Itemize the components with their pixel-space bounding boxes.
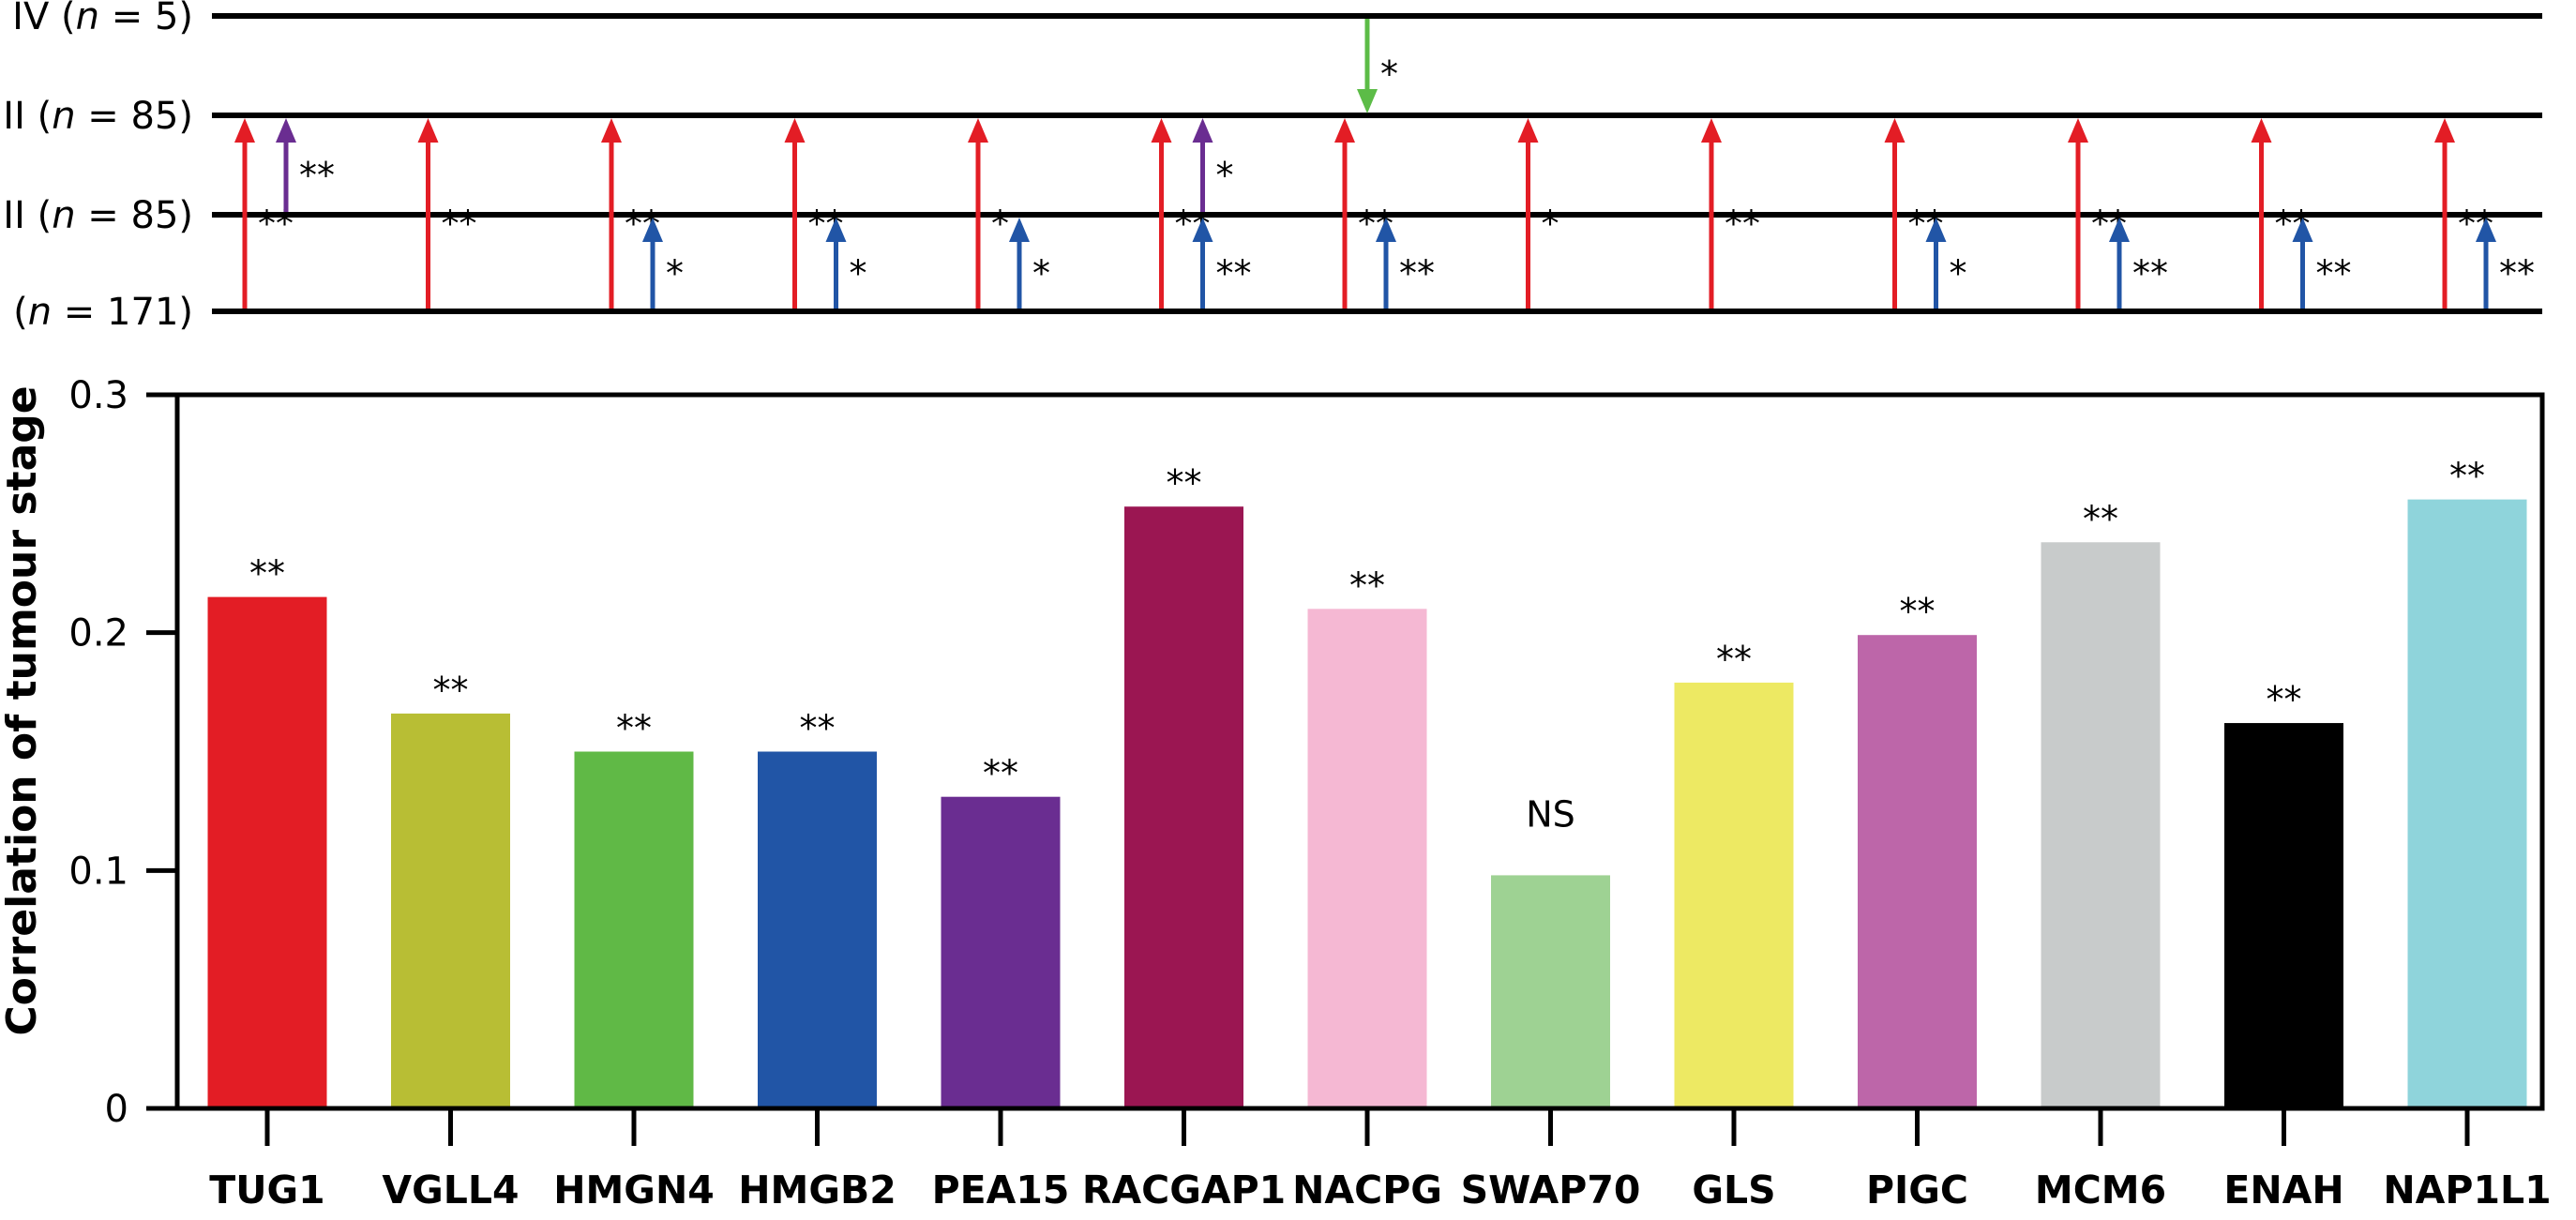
arrow-significance: ** — [1216, 253, 1252, 294]
stage-label: IV (n = 5) — [12, 0, 193, 38]
stage-label: I (n = 171) — [0, 291, 193, 334]
stage-arrow-mcm6: ** — [2109, 218, 2168, 309]
stage-arrow-swap70: * — [1517, 118, 1559, 309]
stage-arrow-pea15: * — [1009, 218, 1050, 309]
stage-arrow-gls: ** — [1701, 118, 1760, 309]
stage-arrow-racgap1: * — [1192, 118, 1234, 212]
arrow-significance: * — [850, 253, 867, 294]
stage-arrow-hmgn4: ** — [601, 118, 660, 309]
x-tick-label-mcm6: MCM6 — [2035, 1167, 2166, 1212]
x-tick-label-racgap1: RACGAP1 — [1082, 1167, 1286, 1212]
significance-tug1: ** — [249, 553, 285, 595]
bar-mcm6 — [2041, 542, 2161, 1108]
x-tick-label-vgll4: VGLL4 — [382, 1167, 519, 1212]
significance-mcm6: ** — [2083, 498, 2118, 539]
stage-arrows: ****** ******************* ** *************… — [234, 19, 2535, 309]
x-tick-label-pea15: PEA15 — [932, 1167, 1070, 1212]
significance-vgll4: ** — [433, 670, 469, 711]
x-tick-label-pigc: PIGC — [1866, 1167, 1968, 1212]
bars — [207, 499, 2527, 1108]
stage-arrow-hmgn4: * — [642, 218, 684, 309]
bar-nap1l1 — [2407, 499, 2527, 1108]
significance-pigc: ** — [1900, 591, 1936, 632]
stage-progression-panel: IV (n = 5) III (n = 85) II (n = 85) I (n = … — [0, 0, 2542, 334]
stage-arrow-enah: ** — [2292, 218, 2352, 309]
significance-racgap1: ** — [1167, 462, 1202, 504]
stage-arrow-nacpg: ** — [1376, 218, 1435, 309]
bar-swap70 — [1491, 875, 1610, 1108]
stage-lines — [212, 13, 2542, 314]
x-tick-label-hmgb2: HMGB2 — [738, 1167, 896, 1212]
stage-label: III (n = 85) — [0, 95, 193, 138]
stage-arrow-pigc: * — [1925, 218, 1967, 309]
y-axis: 0 0.1 0.2 0.3 — [68, 374, 177, 1131]
x-tick-label-hmgn4: HMGN4 — [553, 1167, 715, 1212]
significance-hmgb2: ** — [800, 708, 836, 749]
x-tick-label-tug1: TUG1 — [209, 1167, 324, 1212]
bar-gls — [1674, 682, 1794, 1108]
bar-nacpg — [1307, 609, 1427, 1108]
bar-pea15 — [941, 796, 1061, 1108]
stage-arrow-tug1: ** — [276, 118, 335, 212]
arrow-significance: ** — [1399, 253, 1435, 294]
bar-vgll4 — [391, 713, 510, 1108]
bar-hmgn4 — [574, 751, 694, 1108]
significance-nacpg: ** — [1349, 565, 1385, 606]
stage-labels: IV (n = 5) III (n = 85) II (n = 85) I (n = … — [0, 0, 193, 334]
stage-arrow-vgll4: ** — [417, 118, 477, 309]
arrow-significance: * — [1380, 53, 1398, 95]
stage-arrow-racgap1: ** — [1192, 218, 1252, 309]
arrow-significance: * — [1542, 203, 1559, 245]
arrow-significance: * — [1032, 253, 1050, 294]
stage-arrow-tug1: ** — [234, 118, 294, 309]
arrow-significance: * — [991, 203, 1009, 245]
bar-racgap1 — [1124, 506, 1243, 1108]
bar-pigc — [1858, 635, 1977, 1108]
plot-frame — [174, 392, 2545, 1111]
y-axis-title: Correlation of tumour stage — [0, 385, 46, 1035]
bar-hmgb2 — [758, 751, 877, 1108]
stage-arrow-hmgb2: * — [825, 218, 867, 309]
x-tick-label-enah: ENAH — [2223, 1167, 2343, 1212]
significance-pea15: ** — [983, 753, 1018, 794]
arrow-significance: * — [1216, 155, 1234, 196]
x-tick-label-swap70: SWAP70 — [1461, 1167, 1641, 1212]
y-tick-label: 0.2 — [68, 612, 128, 655]
arrow-significance: ** — [1725, 203, 1760, 245]
significance-enah: ** — [2267, 679, 2302, 720]
stage-arrow-pea15: * — [968, 118, 1009, 309]
y-tick-label: 0.3 — [68, 374, 128, 417]
stage-label: II (n = 85) — [3, 194, 193, 237]
significance-labels: ** ** ** ** ** ** ** NS ** ** ** ** ** — [249, 456, 2485, 836]
arrow-significance: ** — [2499, 253, 2535, 294]
x-tick-label-nacpg: NACPG — [1292, 1167, 1442, 1212]
significance-swap70: NS — [1526, 793, 1575, 835]
bar-chart: Correlation of tumour stage ****** ******… — [0, 374, 2552, 1212]
arrow-significance: ** — [299, 155, 335, 196]
significance-nap1l1: ** — [2449, 456, 2485, 497]
arrow-significance: * — [666, 253, 684, 294]
arrow-significance: ** — [2132, 253, 2168, 294]
significance-hmgn4: ** — [616, 708, 652, 749]
significance-gls: ** — [1716, 639, 1752, 680]
y-tick-label: 0.1 — [68, 850, 128, 893]
x-tick-label-gls: GLS — [1692, 1167, 1775, 1212]
stage-arrow-nacpg: * — [1357, 19, 1398, 113]
x-tick-label-nap1l1: NAP1L1 — [2383, 1167, 2551, 1212]
bar-enah — [2224, 723, 2343, 1108]
stage-arrow-nap1l1: ** — [2476, 218, 2535, 309]
bar-tug1 — [207, 596, 327, 1108]
arrow-significance: * — [1950, 253, 1967, 294]
x-axis: TUG1 VGLL4 HMGN4 HMGB2 PEA15 RACGAP1 NACPG SWAP… — [209, 1108, 2552, 1212]
arrow-significance: ** — [442, 203, 477, 245]
arrow-significance: ** — [2316, 253, 2352, 294]
y-tick-label: 0 — [105, 1088, 128, 1131]
stage-arrow-nap1l1: ** — [2434, 118, 2493, 309]
